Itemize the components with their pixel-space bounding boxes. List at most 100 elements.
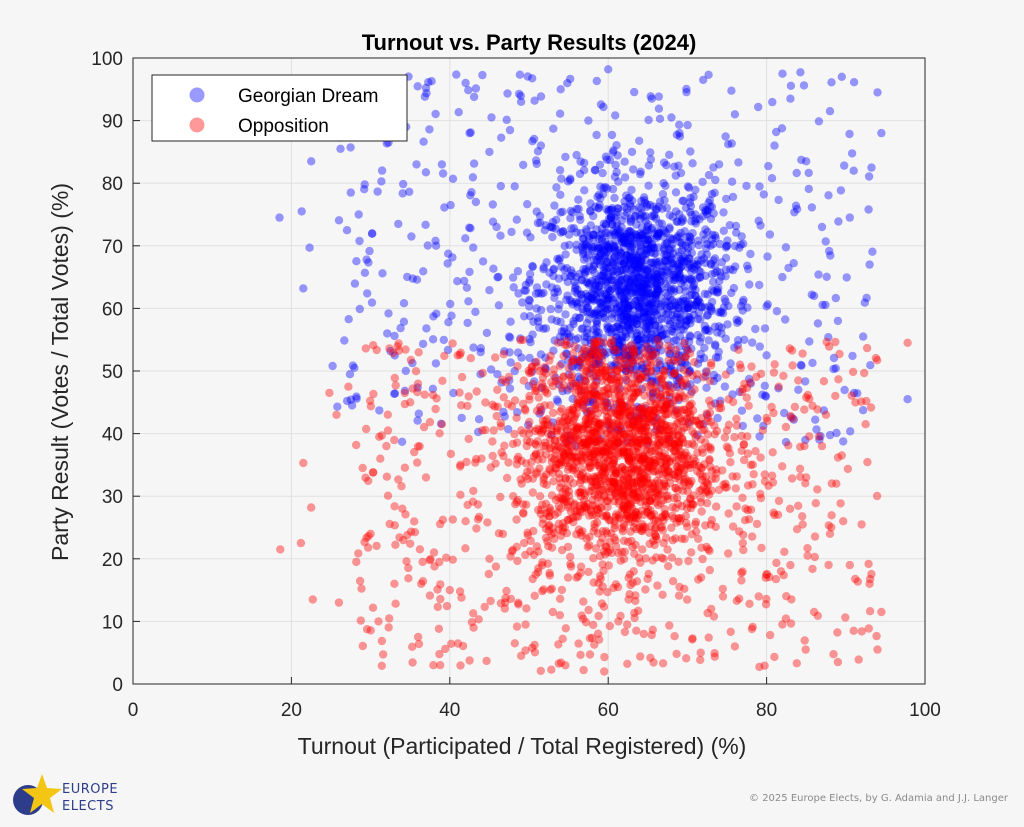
data-point — [385, 519, 394, 529]
data-point — [591, 311, 600, 320]
data-point — [690, 358, 699, 367]
data-point — [717, 258, 727, 267]
data-point — [383, 329, 392, 338]
data-point — [604, 295, 613, 305]
data-point — [663, 267, 672, 276]
data-point — [796, 360, 806, 370]
data-point — [550, 201, 559, 210]
data-point — [836, 186, 846, 195]
data-point — [687, 476, 696, 486]
data-point — [677, 279, 686, 288]
data-point — [670, 314, 679, 324]
data-point — [726, 627, 735, 636]
data-point — [521, 406, 530, 415]
data-point — [730, 642, 740, 651]
data-point — [617, 249, 626, 258]
data-point — [635, 351, 644, 360]
data-point — [827, 511, 836, 520]
data-point — [481, 398, 490, 407]
data-point — [662, 492, 671, 501]
data-point — [568, 405, 577, 415]
data-point — [514, 600, 523, 609]
data-point — [682, 256, 692, 266]
data-point — [603, 242, 613, 252]
data-point — [488, 437, 497, 446]
data-point — [444, 318, 453, 327]
data-point — [579, 665, 588, 675]
data-point — [665, 224, 674, 234]
data-point — [652, 280, 662, 289]
data-point — [613, 278, 622, 288]
y-tick-label: 90 — [102, 112, 123, 133]
data-point — [632, 220, 641, 229]
data-point — [558, 227, 568, 236]
data-point — [831, 293, 840, 303]
data-point — [742, 181, 751, 191]
data-point — [671, 301, 680, 310]
data-point — [644, 161, 654, 170]
data-point — [655, 315, 664, 324]
data-point — [587, 348, 596, 358]
data-point — [634, 310, 643, 320]
data-point — [589, 235, 598, 244]
data-point — [613, 204, 622, 213]
data-point — [472, 387, 481, 396]
data-point — [859, 332, 868, 341]
data-point — [632, 626, 641, 635]
data-point — [687, 275, 697, 284]
data-point — [668, 577, 678, 586]
data-point — [400, 388, 409, 398]
data-point — [665, 223, 674, 232]
data-point — [595, 282, 604, 291]
data-point — [612, 303, 622, 312]
data-point — [648, 241, 657, 250]
data-point — [652, 364, 661, 373]
data-point — [613, 451, 623, 461]
data-point — [586, 206, 595, 215]
data-point — [545, 268, 554, 277]
data-point — [749, 470, 758, 479]
data-point — [834, 217, 843, 226]
data-point — [352, 440, 361, 450]
data-point — [715, 268, 725, 277]
data-point — [540, 401, 549, 410]
data-point — [731, 484, 740, 493]
data-point — [571, 388, 581, 397]
data-point — [456, 661, 465, 670]
data-point — [697, 256, 706, 265]
data-point — [800, 636, 809, 645]
data-point — [653, 285, 663, 294]
data-point — [384, 623, 393, 632]
data-point — [489, 426, 498, 435]
data-point — [837, 451, 846, 460]
data-point — [676, 297, 685, 307]
data-point — [626, 315, 636, 324]
data-point — [738, 538, 747, 548]
data-point — [703, 206, 712, 216]
data-point — [362, 424, 371, 434]
data-point — [428, 390, 438, 400]
data-point — [649, 249, 659, 258]
data-point — [691, 300, 700, 310]
data-point — [468, 173, 478, 182]
data-point — [808, 358, 817, 368]
data-point — [418, 557, 427, 567]
data-point — [584, 116, 593, 125]
data-point — [594, 252, 603, 261]
data-point — [676, 325, 686, 334]
data-point — [722, 241, 732, 250]
data-point — [593, 288, 602, 298]
data-point — [625, 199, 635, 208]
data-point — [615, 513, 625, 522]
data-point — [431, 236, 440, 245]
data-point — [695, 215, 704, 224]
data-point — [528, 261, 537, 271]
data-point — [564, 515, 573, 525]
data-point — [651, 214, 661, 223]
data-point — [521, 620, 530, 629]
data-point — [646, 397, 655, 406]
data-point — [536, 666, 545, 676]
data-point — [644, 181, 653, 190]
data-point — [715, 399, 725, 408]
data-point — [616, 290, 625, 299]
